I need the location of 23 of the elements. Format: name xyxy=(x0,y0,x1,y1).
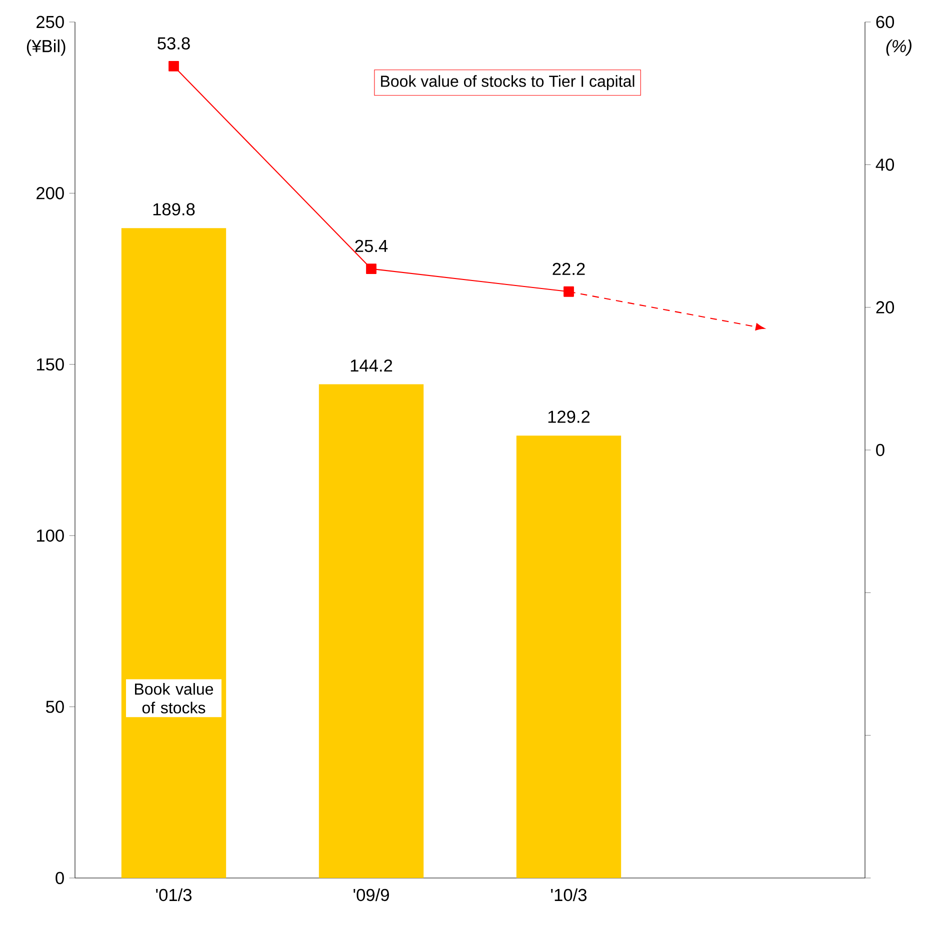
y-tick-label: 100 xyxy=(36,529,64,542)
y-tick-label: 50 xyxy=(46,700,64,713)
text: Book value of stocks to Tier I capital xyxy=(381,75,634,90)
data-label: 189.8 xyxy=(153,203,195,216)
y2-tick-label: 40 xyxy=(876,158,894,171)
data-label: 22.2 xyxy=(552,262,585,275)
y-tick-label: 250 xyxy=(36,16,64,28)
y2-tick-label: 20 xyxy=(876,301,894,314)
y-tick-label: 0 xyxy=(56,872,64,884)
x-tick-label: '10/3 xyxy=(551,888,587,902)
y2-tick-label: 60 xyxy=(876,16,894,28)
y-tick-label: 150 xyxy=(36,358,64,371)
data-label: 25.4 xyxy=(355,240,388,252)
y2-tick-label: 0 xyxy=(876,444,884,456)
x-tick-label: '09/9 xyxy=(354,888,389,902)
y-tick-label: 200 xyxy=(36,187,64,200)
y-axis-title: (¥Bil) xyxy=(26,40,66,56)
data-label: 129.2 xyxy=(548,410,590,423)
y2-axis-title: (%) xyxy=(886,40,912,56)
data-label: 53.8 xyxy=(158,37,190,50)
series-label: Book value of stocks xyxy=(135,683,214,714)
data-label: 144.2 xyxy=(350,359,392,372)
x-tick-label: '01/3 xyxy=(156,888,192,902)
